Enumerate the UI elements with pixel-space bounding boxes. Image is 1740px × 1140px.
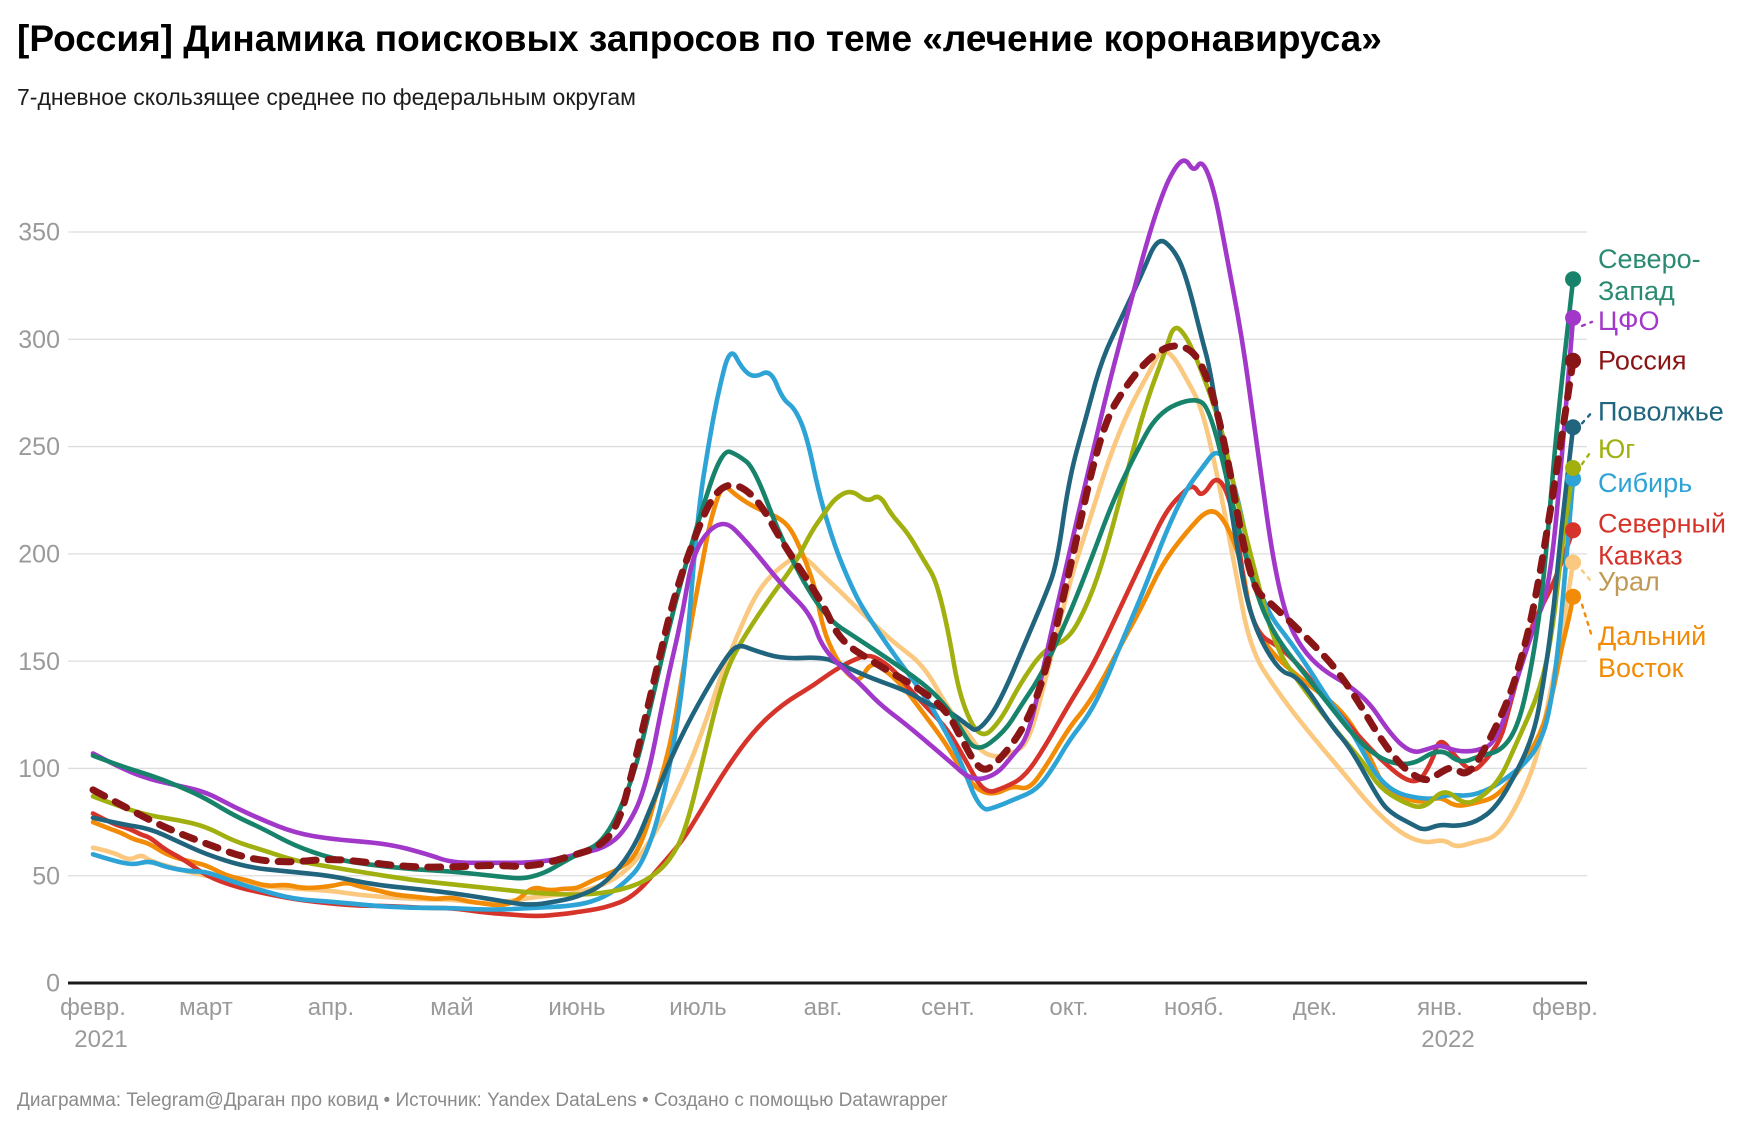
y-tick-50: 50 (32, 862, 60, 890)
x-tick-июнь: июнь (548, 994, 605, 1021)
y-tick-0: 0 (46, 970, 60, 998)
legend-label-Сибирь: Сибирь (1598, 468, 1692, 498)
series-line-Северо-Запад (90, 276, 1576, 881)
y-tick-250: 250 (18, 433, 60, 461)
legend-label-Дальний Восток: Дальний (1598, 621, 1706, 651)
series-end-dot-Поволжье (1565, 419, 1582, 436)
series-line-Россия (89, 342, 1577, 871)
legend-label-ЦФО: ЦФО (1598, 306, 1660, 336)
series-line-Урал (90, 348, 1576, 906)
series-end-dot-Северо-Запад (1565, 271, 1582, 288)
x-tick-year-2021: 2021 (74, 1026, 127, 1053)
legend-label-Поволжье: Поволжье (1598, 396, 1724, 426)
x-tick-март: март (179, 994, 233, 1021)
legend-label-Россия: Россия (1598, 346, 1687, 376)
chart-credit-footer: Диаграмма: Telegram@Драган про ковид • И… (17, 1090, 948, 1111)
legend-connector-Урал (1580, 569, 1594, 584)
series-line-Юг (90, 325, 1576, 897)
series-end-dot-Юг (1565, 460, 1582, 477)
y-tick-200: 200 (18, 540, 60, 568)
legend-label-Урал: Урал (1598, 566, 1660, 596)
legend-label-Северный Кавказ-2: Кавказ (1598, 540, 1683, 570)
legend-label-Юг: Юг (1598, 434, 1635, 464)
series-end-dot-Северный Кавказ (1565, 522, 1582, 539)
series-end-dot-Россия (1565, 352, 1582, 369)
legend-label-Северо-Запад-2: Запад (1598, 276, 1675, 306)
y-tick-150: 150 (18, 648, 60, 676)
legend-label-Северо-Запад: Северо- (1598, 244, 1701, 274)
legend-connector-ЦФО (1580, 320, 1594, 328)
x-tick-июль: июль (669, 994, 726, 1021)
x-tick-янв.: янв. (1417, 994, 1463, 1021)
x-tick-дек.: дек. (1293, 994, 1338, 1021)
legend-label-Дальний Восток-2: Восток (1598, 653, 1684, 683)
legend-connector-Поволжье (1580, 411, 1594, 425)
legend-connector-Дальний Восток (1580, 603, 1594, 638)
series-end-dot-Урал (1565, 554, 1582, 571)
chart-subtitle: 7-дневное скользящее среднее по федераль… (17, 84, 636, 110)
page-title: [Россия] Динамика поисковых запросов по … (17, 18, 1382, 59)
legend-label-Северный Кавказ: Северный (1598, 508, 1726, 538)
x-tick-май: май (430, 994, 473, 1021)
series-end-dot-ЦФО (1565, 309, 1582, 326)
x-tick-авг.: авг. (804, 994, 843, 1021)
series-line-ЦФО (90, 158, 1576, 866)
x-tick-year-2022: 2022 (1421, 1026, 1474, 1053)
y-tick-300: 300 (18, 326, 60, 354)
x-tick-февр.: февр. (1532, 994, 1598, 1021)
series-line-Поволжье (90, 238, 1576, 907)
x-tick-февр.: февр. (60, 994, 126, 1021)
y-tick-100: 100 (18, 755, 60, 783)
y-tick-350: 350 (18, 219, 60, 247)
x-tick-апр.: апр. (308, 994, 354, 1021)
x-tick-сент.: сент. (921, 994, 975, 1021)
x-tick-нояб.: нояб. (1164, 994, 1224, 1021)
series-line-Дальний Восток (90, 484, 1576, 908)
legend-connector-Юг (1580, 448, 1594, 466)
x-tick-окт.: окт. (1049, 994, 1088, 1021)
series-end-dot-Дальний Восток (1565, 588, 1582, 605)
